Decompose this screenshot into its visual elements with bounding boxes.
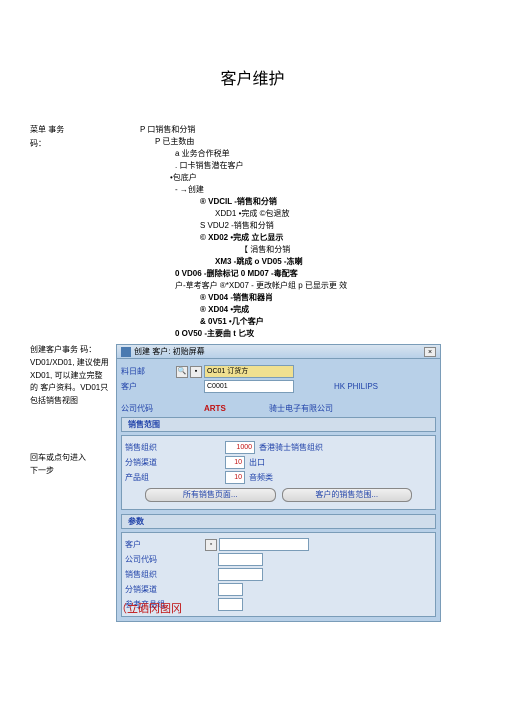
dist-channel-input[interactable]: 10 <box>225 456 245 469</box>
division-text: 音频类 <box>249 472 273 483</box>
company-name: 骑士电子有限公司 <box>269 403 333 414</box>
code-label: 码： <box>30 138 46 150</box>
field-label: 客户 <box>125 539 180 550</box>
field-label: 公司代码 <box>121 403 176 414</box>
form-row: 客户 C0001 HK PHILIPS <box>121 380 436 393</box>
tree-item[interactable]: •包底户 <box>140 172 420 184</box>
form-row: 公司代码 ARTS 骑士电子有限公司 <box>121 403 436 414</box>
form-row: 销售组织 1000 香港骑士销售组织 <box>125 441 432 454</box>
dist-channel-text: 出口 <box>249 457 265 468</box>
tree-item[interactable]: XM3 -跳成 o VD05 -冻喇 <box>140 256 420 268</box>
create-customer-text: 创建客户事务 码：VD01/XD01, 建议使用 XD01, 可以建立完整的 客… <box>30 344 110 408</box>
sales-org-text: 香港骑士销售组织 <box>259 442 323 453</box>
section-header: 参数 <box>121 514 436 529</box>
form-row: 分销渠道 <box>125 583 432 596</box>
form-row: 公司代码 <box>125 553 432 566</box>
form-row: 客户 ▫ <box>125 538 432 551</box>
tree-item[interactable]: ® XD04 •完成 <box>140 304 420 316</box>
tree-item[interactable]: ® VD04 -销售和器肖 <box>140 292 420 304</box>
field-label: 料日邮 <box>121 366 176 377</box>
dialog-title: 创建 客户: 初贻屏幕 <box>134 346 205 357</box>
tree-item[interactable]: a 业务合作税单 <box>140 148 420 160</box>
form-row: 料日邮 🔍 ▪ OC01 订货方 <box>121 365 436 378</box>
tree-item[interactable]: 户-草考客户 ®*XD07 - 更改帐户组 p 已显示更 效 <box>140 280 420 292</box>
sap-dialog: 创建 客户: 初贻屏幕 × 料日邮 🔍 ▪ OC01 订货方 客户 C0001 … <box>116 344 441 622</box>
section-header: 销售范围 <box>121 417 436 432</box>
dialog-titlebar: 创建 客户: 初贻屏幕 × <box>117 345 440 359</box>
field-label: 公司代码 <box>125 554 180 565</box>
tree-item[interactable]: P 口销售和分销 <box>140 124 420 136</box>
field-label: 分销渠道 <box>125 584 180 595</box>
all-sales-button[interactable]: 所有销售页面... <box>145 488 276 502</box>
form-row: 销售组织 <box>125 568 432 581</box>
menu-tree: P 口销售和分销 P 已主数由 a 业务合作税单 . 口卡销售潜在客户 •包底户… <box>140 124 420 340</box>
customer-input[interactable]: C0001 <box>204 380 294 393</box>
tree-item[interactable]: 0 OV50 -主要曲 t 匕攻 <box>140 328 420 340</box>
tree-item[interactable]: . 口卡销售潜在客户 <box>140 160 420 172</box>
division-input[interactable]: 10 <box>225 471 245 484</box>
field-label: 销售组织 <box>125 569 180 580</box>
tree-item[interactable]: XDD1 •完成 ©包退放 <box>140 208 420 220</box>
ref-sales-org-input[interactable] <box>218 568 263 581</box>
form-row: 产品组 10 音频类 <box>125 471 432 484</box>
sales-org-input[interactable]: 1000 <box>225 441 255 454</box>
search-icon[interactable]: ▫ <box>205 539 217 551</box>
tree-item[interactable]: ® VDCIL -销售和分销 <box>140 196 420 208</box>
button-row: 所有销售页面... 客户的销售范围... <box>125 488 432 502</box>
field-label: 销售组织 <box>125 442 180 453</box>
field-label: 产品组 <box>125 472 180 483</box>
company-code-value: ARTS <box>204 404 244 413</box>
form-row: 分销渠道 10 出口 <box>125 456 432 469</box>
account-group-input[interactable]: OC01 订货方 <box>204 365 294 378</box>
tree-item[interactable]: & 0V51 •几个客户 <box>140 316 420 328</box>
footer-text: （立硒冈图冈 <box>116 600 182 616</box>
customer-sales-button[interactable]: 客户的销售范围... <box>282 488 413 502</box>
ref-customer-input[interactable] <box>219 538 309 551</box>
customer-name: HK PHILIPS <box>334 382 378 391</box>
page-title: 客户维护 <box>0 0 505 119</box>
tree-item[interactable]: P 已主数由 <box>140 136 420 148</box>
ref-division-input[interactable] <box>218 598 243 611</box>
ref-dist-input[interactable] <box>218 583 243 596</box>
toolbar-icon[interactable]: ▪ <box>190 366 202 378</box>
menu-label: 菜单 事务 <box>30 124 64 136</box>
field-label: 分销渠道 <box>125 457 180 468</box>
field-label: 客户 <box>121 381 176 392</box>
search-icon[interactable]: 🔍 <box>176 366 188 378</box>
close-icon[interactable]: × <box>424 347 436 357</box>
tree-item[interactable]: 0 VD06 -删除标记 0 MD07 -毒配客 <box>140 268 420 280</box>
tree-item[interactable]: © XD02 •完成 立匕显示 <box>140 232 420 244</box>
enter-next-text: 回车或点句进入下一步 <box>30 452 90 478</box>
tree-item[interactable]: S VDU2 -销售和分销 <box>140 220 420 232</box>
tree-item[interactable]: - →创建 <box>140 184 420 196</box>
tree-item[interactable]: 【 涓售和分销 <box>140 244 420 256</box>
ref-company-input[interactable] <box>218 553 263 566</box>
window-icon <box>121 347 131 357</box>
